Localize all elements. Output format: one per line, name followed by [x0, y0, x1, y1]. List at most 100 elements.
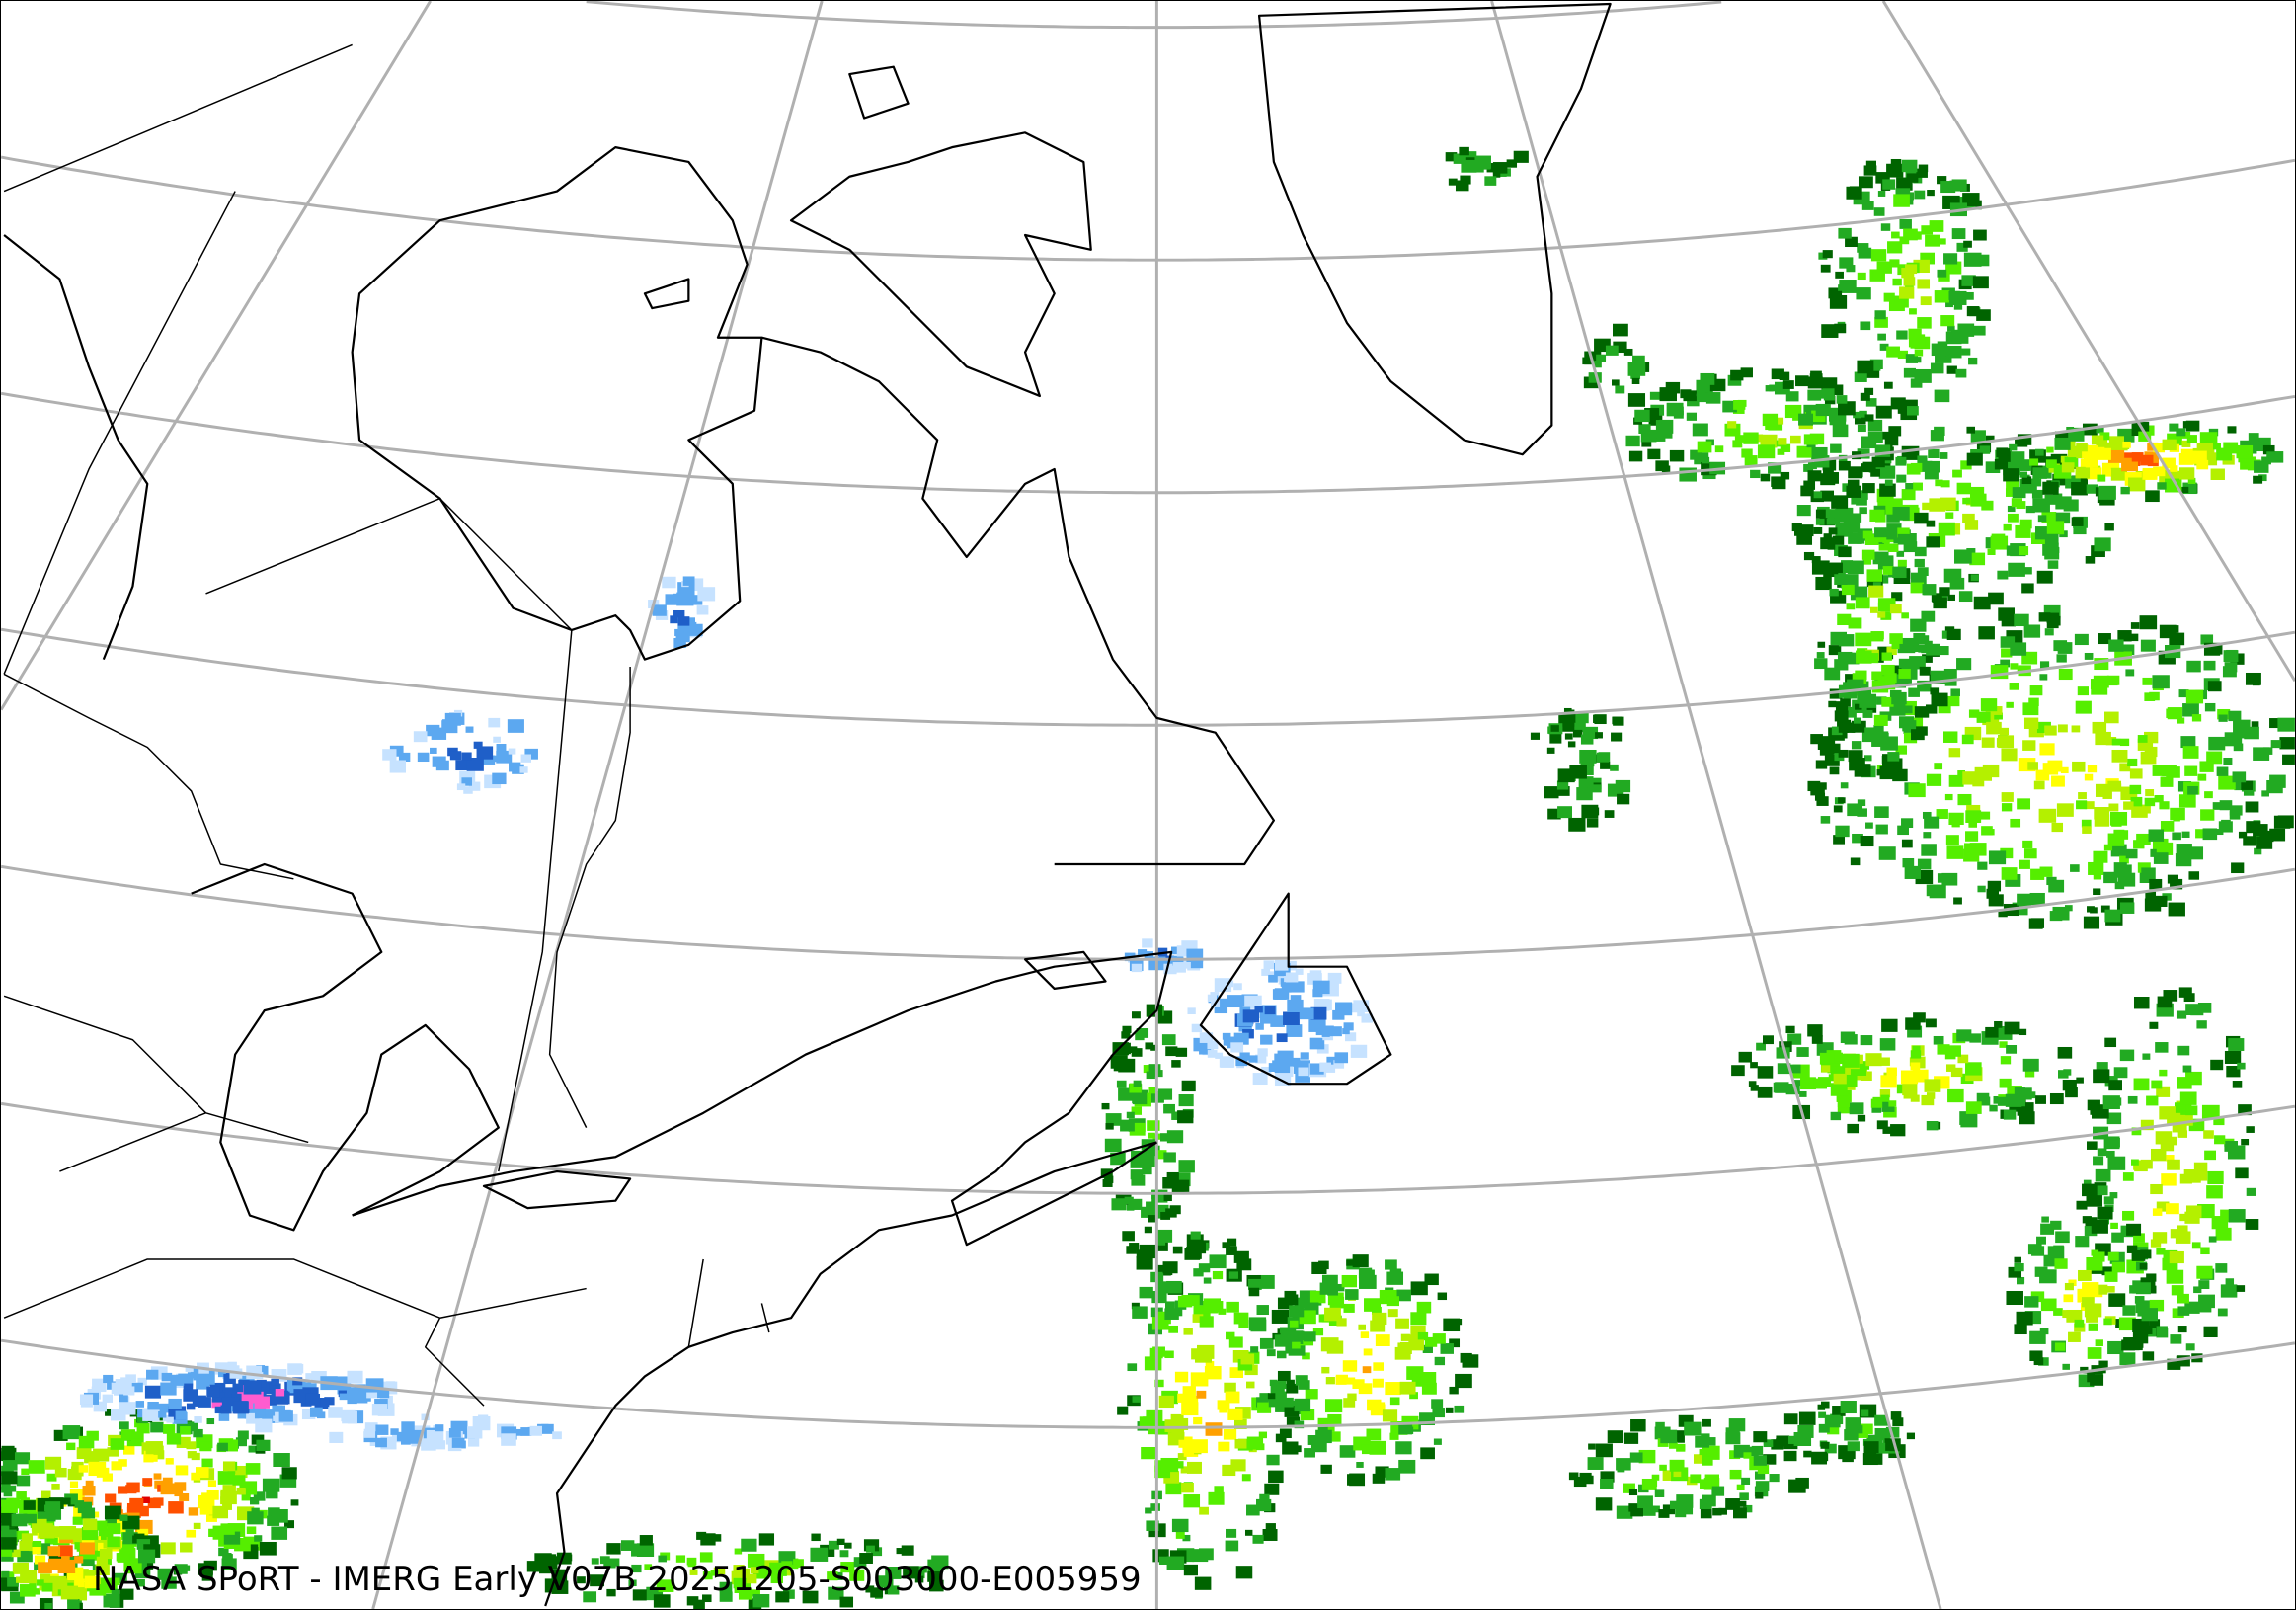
rain-pixel [1352, 1254, 1369, 1268]
rain-pixel [1862, 557, 1872, 565]
rain-pixel [1829, 766, 1840, 775]
rain-pixel [2024, 1296, 2039, 1308]
rain-pixel [719, 1581, 733, 1592]
snow-pixel [1300, 1052, 1309, 1060]
rain-pixel [2146, 1285, 2157, 1294]
rain-pixel [1837, 1102, 1852, 1114]
rain-pixel [1901, 612, 1909, 619]
rain-pixel [1615, 779, 1631, 793]
rain-pixel [1924, 1079, 1941, 1092]
rain-pixel [2233, 719, 2251, 734]
rain-pixel [2010, 663, 2019, 670]
rain-pixel [1820, 816, 1831, 824]
rain-pixel [1580, 734, 1594, 745]
rain-pixel [1905, 1017, 1921, 1030]
rain-pixel [1174, 1461, 1184, 1469]
snow-pixel [263, 1394, 277, 1406]
rain-pixel [1460, 175, 1471, 185]
rain-pixel [2005, 488, 2017, 497]
rain-pixel [1122, 1231, 1135, 1242]
rain-pixel [51, 1587, 63, 1597]
rain-pixel [871, 1547, 883, 1557]
rain-pixel [1870, 249, 1887, 262]
rain-pixel [1988, 894, 2004, 907]
rain-pixel [2064, 1282, 2074, 1291]
rain-pixel [2203, 1326, 2218, 1338]
rain-pixel [2113, 862, 2127, 873]
rain-pixel [1212, 1270, 1224, 1280]
rain-pixel [19, 1540, 33, 1551]
rain-pixel [1121, 1031, 1131, 1039]
rain-pixel [140, 1570, 149, 1577]
snow-pixel [520, 1427, 532, 1436]
rain-pixel [1660, 1429, 1678, 1444]
rain-pixel [32, 1588, 40, 1595]
rain-pixel [733, 1577, 747, 1589]
snow-pixel [1207, 1050, 1218, 1058]
rain-pixel [1129, 1083, 1142, 1093]
snow-pixel [1138, 949, 1148, 957]
rain-pixel [1588, 372, 1602, 383]
snow-pixel [537, 1423, 549, 1433]
rain-pixel [1994, 458, 2009, 470]
rain-pixel [67, 1599, 80, 1609]
rain-pixel [2181, 831, 2190, 838]
rain-pixel [2157, 996, 2173, 1008]
rain-pixel [1725, 1498, 1740, 1510]
rain-pixel [2104, 523, 2114, 531]
rain-pixel [1269, 1379, 1278, 1387]
rain-pixel [2085, 457, 2098, 468]
rain-pixel [1820, 264, 1831, 273]
rain-pixel [44, 1456, 62, 1470]
rain-pixel [1788, 1435, 1799, 1444]
rain-pixel [2021, 583, 2034, 594]
rain-pixel [2199, 432, 2218, 446]
rain-pixel [2044, 628, 2054, 636]
rain-pixel [105, 1493, 117, 1503]
rain-pixel [2098, 1360, 2108, 1369]
rain-pixel [1572, 729, 1583, 738]
rain-pixel [1921, 610, 1936, 622]
rain-pixel [1926, 520, 1936, 527]
snow-pixel [1350, 1044, 1368, 1058]
rain-pixel [82, 1486, 96, 1496]
rain-pixel [1156, 1281, 1172, 1293]
rain-pixel [2129, 784, 2142, 795]
rain-pixel [1203, 1298, 1221, 1313]
rain-pixel [1347, 1393, 1357, 1402]
rain-pixel [21, 1468, 30, 1476]
rain-pixel [1702, 1494, 1716, 1507]
rain-pixel [2144, 797, 2156, 807]
rain-pixel [1743, 432, 1759, 444]
rain-pixel [1165, 1482, 1182, 1495]
rain-pixel [2051, 775, 2065, 787]
rain-pixel [82, 1496, 94, 1506]
rain-pixel [1178, 1160, 1195, 1173]
snow-pixel [1287, 999, 1304, 1013]
rain-pixel [1918, 644, 1929, 653]
rain-pixel [1122, 1025, 1132, 1033]
rain-pixel [1794, 525, 1808, 536]
rain-pixel [844, 1542, 852, 1549]
rain-pixel [1208, 1491, 1225, 1505]
rain-pixel [2122, 441, 2131, 448]
rain-pixel [1912, 1045, 1921, 1053]
rain-pixel [1939, 452, 1948, 459]
snow-pixel [461, 752, 472, 761]
rain-pixel [1901, 159, 1918, 173]
rain-pixel [2168, 902, 2185, 917]
rain-pixel [2022, 702, 2039, 716]
rain-pixel [14, 1452, 31, 1465]
rain-pixel [220, 1489, 232, 1499]
rain-pixel [2098, 633, 2111, 645]
rain-pixel [1877, 611, 1886, 618]
rain-pixel [2055, 1231, 2070, 1244]
rain-pixel [1372, 1473, 1386, 1484]
rain-pixel [2077, 686, 2089, 696]
rain-pixel [1874, 316, 1888, 328]
rain-pixel [2176, 1077, 2192, 1089]
rain-pixel [1162, 1261, 1178, 1274]
rain-pixel [2074, 633, 2089, 646]
rain-pixel [2102, 469, 2111, 476]
rain-pixel [859, 1553, 873, 1564]
